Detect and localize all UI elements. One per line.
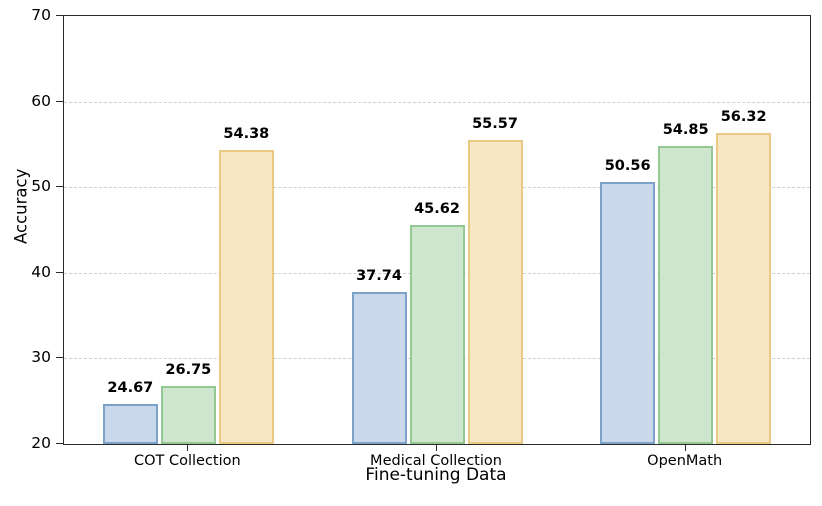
y-tick-mark [56,100,63,102]
plot-area: 24.67 26.75 54.38 37.74 45.62 55.57 50.56 54.85… [63,15,811,445]
y-tick-label: 50 [31,177,51,196]
y-tick-mark [56,443,63,444]
gridline [64,101,810,103]
y-tick-mark [56,186,63,188]
bar-value-label: 54.85 [662,121,709,138]
bar-value-label: 50.56 [604,158,651,175]
y-tick-mark [56,271,63,273]
bar-value-label: 45.62 [414,200,460,217]
bar-series-orange-cot-collection [218,149,274,444]
x-tick-label-cot-collection: COT Collection [133,453,241,469]
bar-series-blue-cot-collection [102,404,158,444]
x-axis-label: Fine-tuning Data [365,465,507,485]
x-tick-mark [187,445,189,451]
x-tick-label-medical-collection: Medical Collection [370,453,502,469]
bar-value-label: 24.67 [107,380,154,397]
bar-value-label: 37.74 [356,268,402,285]
x-tick-mark [436,445,437,451]
bar-series-green-medical-collection [409,224,465,444]
y-tick-mark [56,15,63,16]
y-tick-label: 20 [31,434,51,452]
y-tick-label: 40 [31,262,51,281]
y-tick-mark [56,357,63,359]
bar-series-orange-medical-collection [467,139,523,444]
bar-value-label: 54.38 [223,125,270,142]
y-tick-label: 30 [31,348,51,367]
x-tick-mark [684,445,686,451]
bar-series-blue-openmath [600,182,656,444]
y-tick-label: 70 [31,6,51,24]
gridline [64,187,810,189]
bar-series-green-cot-collection [160,386,216,444]
x-tick-label-openmath: OpenMath [647,453,723,469]
bar-value-label: 56.32 [720,109,767,126]
bar-value-label: 26.75 [165,362,212,379]
bar-series-orange-openmath [716,133,772,444]
bar-value-label: 55.57 [472,115,518,132]
bar-series-green-openmath [658,145,714,444]
y-tick-label: 60 [31,91,51,110]
y-axis-label: Accuracy [11,168,31,244]
bar-series-blue-medical-collection [351,292,407,444]
